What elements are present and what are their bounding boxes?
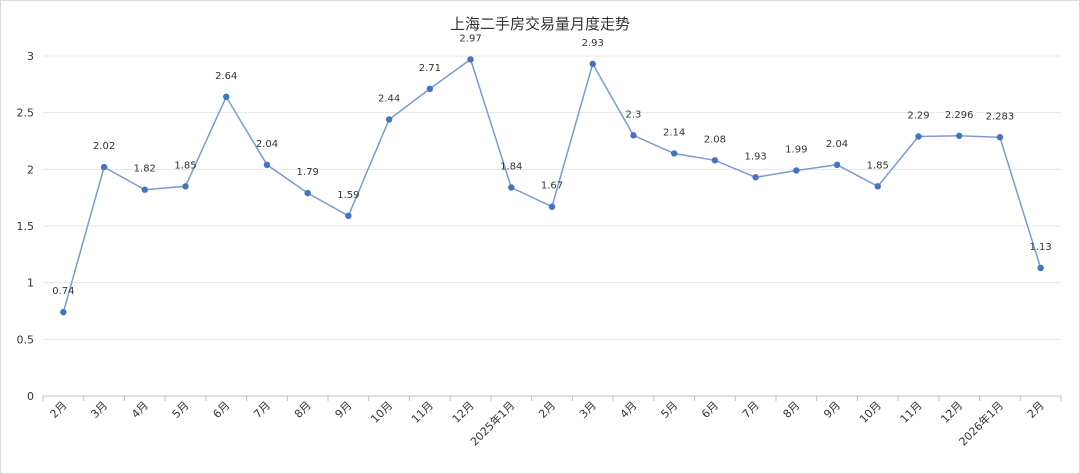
data-label: 1.67 — [541, 181, 563, 192]
x-tick-label: 8月 — [781, 399, 803, 421]
data-label: 2.29 — [907, 110, 929, 121]
data-labels: 0.74 2.02 1.82 1.85 2.64 2.04 1.79 1.59 2.44 2.71… — [52, 33, 1052, 297]
data-label: 1.85 — [174, 160, 196, 171]
data-label: 2.08 — [704, 134, 726, 145]
data-point — [793, 167, 800, 174]
data-point — [385, 116, 393, 123]
data-label: 1.13 — [1030, 242, 1052, 253]
y-tick-label: 0 — [27, 390, 34, 403]
data-point — [630, 132, 637, 139]
x-tick-label: 11月 — [898, 399, 925, 426]
data-label: 1.84 — [500, 161, 522, 172]
data-label: 2.64 — [215, 71, 237, 82]
data-label: 2.14 — [663, 127, 685, 138]
x-tick-label: 6月 — [210, 399, 232, 421]
x-tick-label: 2月 — [536, 399, 558, 421]
y-tick-label: 3 — [27, 50, 34, 63]
data-label: 1.99 — [785, 144, 807, 155]
x-tick-label: 2026年1月 — [956, 398, 1006, 448]
data-label: 0.74 — [52, 286, 74, 297]
x-tick-label: 3月 — [88, 399, 110, 421]
y-tick-label: 1.5 — [17, 220, 35, 233]
data-label: 1.79 — [297, 167, 319, 178]
data-label: 2.3 — [625, 109, 641, 120]
x-tick-label: 5月 — [658, 399, 680, 421]
data-label: 2.97 — [459, 33, 481, 44]
y-tick-label: 1 — [27, 277, 34, 290]
y-axis-ticks: 0 0.5 1 1.5 2 2.5 3 — [17, 50, 35, 403]
data-label: 1.59 — [337, 190, 359, 201]
data-point — [915, 133, 922, 140]
x-tick-label: 7月 — [740, 399, 762, 421]
x-tick-label: 12月 — [450, 399, 477, 426]
data-point — [345, 212, 352, 219]
data-point — [60, 308, 67, 316]
x-tick-label: 10月 — [368, 399, 395, 426]
data-point — [100, 163, 108, 171]
data-label: 1.82 — [134, 164, 156, 175]
data-point — [141, 186, 148, 193]
y-tick-label: 0.5 — [17, 333, 35, 346]
x-tick-label: 5月 — [170, 399, 192, 421]
data-point — [996, 134, 1004, 141]
data-label: 2.93 — [582, 38, 604, 49]
data-point — [304, 189, 311, 197]
data-label: 1.85 — [867, 160, 889, 171]
grid-lines — [43, 55, 1061, 340]
x-tick-label: 4月 — [618, 399, 640, 421]
x-tick-label: 2025年1月 — [467, 398, 517, 448]
y-tick-label: 2.5 — [17, 107, 35, 120]
data-label: 2.296 — [945, 110, 974, 121]
x-tick-label: 2月 — [1025, 399, 1047, 421]
data-label: 2.04 — [256, 139, 278, 150]
data-label: 2.02 — [93, 141, 115, 152]
data-label: 2.283 — [986, 111, 1015, 122]
data-points — [60, 56, 1044, 316]
x-tick-label: 6月 — [699, 399, 721, 421]
data-point — [956, 132, 963, 139]
x-tick-label: 9月 — [821, 399, 843, 421]
data-point — [833, 161, 841, 168]
x-axis — [42, 395, 1062, 401]
x-tick-label: 2月 — [48, 399, 70, 421]
data-point — [508, 184, 515, 191]
x-tick-label: 7月 — [251, 399, 273, 421]
data-point — [1037, 264, 1044, 272]
data-point — [223, 93, 230, 101]
chart-title: 上海二手房交易量月度走势 — [450, 15, 630, 33]
x-tick-label: 10月 — [857, 399, 884, 426]
data-point — [548, 203, 556, 210]
data-label: 2.44 — [378, 93, 400, 104]
x-tick-label: 12月 — [938, 399, 965, 426]
x-tick-label: 3月 — [577, 399, 599, 421]
data-point — [670, 150, 678, 157]
y-tick-label: 2 — [27, 163, 34, 176]
data-label: 2.71 — [419, 63, 441, 74]
data-point — [467, 56, 474, 63]
data-point — [752, 174, 759, 181]
data-point — [589, 60, 596, 68]
data-point — [426, 85, 434, 93]
data-point — [874, 183, 881, 190]
x-tick-label: 9月 — [333, 399, 355, 421]
x-tick-label: 8月 — [292, 399, 314, 421]
data-label: 1.93 — [744, 151, 766, 162]
x-tick-label: 4月 — [129, 399, 151, 421]
data-point — [263, 161, 271, 168]
data-label: 2.04 — [826, 139, 848, 150]
x-tick-label: 11月 — [409, 399, 436, 426]
data-point — [182, 183, 189, 190]
data-point — [711, 157, 719, 164]
